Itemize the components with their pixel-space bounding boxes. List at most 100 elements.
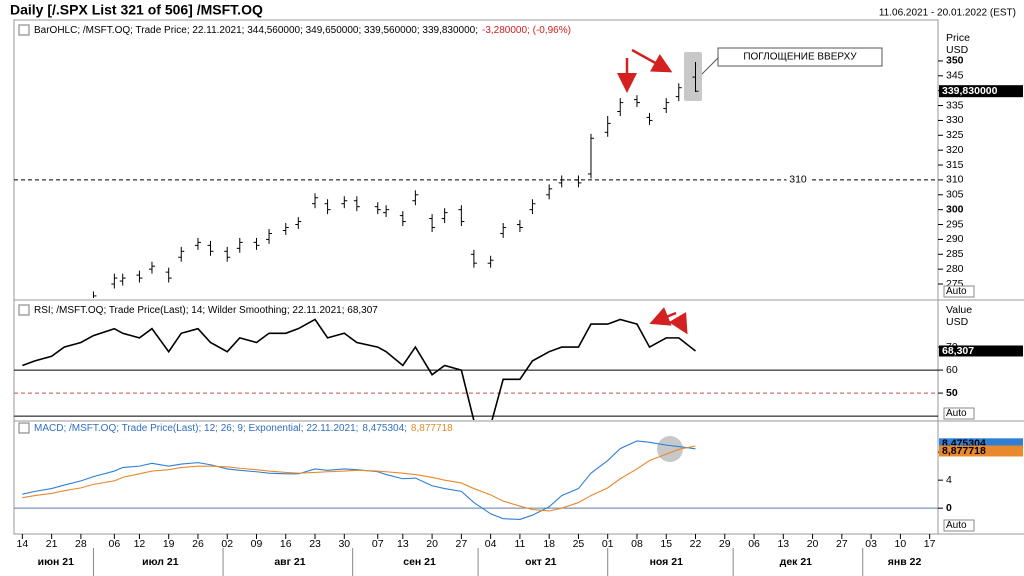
x-tick-label: 06 [109, 538, 121, 550]
month-label: окт 21 [525, 556, 557, 568]
series-line [22, 440, 696, 520]
last-value-box [939, 445, 1023, 457]
axis-unit: USD [946, 44, 969, 56]
legend-part: -3,280000; (-0,96%) [482, 25, 571, 36]
x-tick-label: 30 [338, 538, 350, 550]
x-tick-label: 01 [602, 538, 614, 550]
y-tick-label: 330 [946, 114, 964, 126]
legend-part: 8,877718 [411, 423, 453, 434]
month-label: июл 21 [142, 556, 179, 568]
plot-area [14, 61, 938, 298]
x-tick-label: 10 [895, 538, 907, 550]
y-tick-label: 315 [946, 159, 964, 171]
header-title: Daily [/.SPX List 321 of 506] /MSFT.OQ [10, 2, 263, 18]
x-tick-label: 06 [748, 538, 760, 550]
y-tick-label: 60 [946, 364, 958, 376]
x-tick-label: 17 [924, 538, 936, 550]
x-tick-label: 27 [456, 538, 468, 550]
last-value-box [939, 345, 1023, 357]
legend-part: MACD; /MSFT.OQ; Trade Price(Last); 12; 2… [34, 423, 358, 434]
y-tick-label: 350 [946, 55, 964, 67]
auto-button[interactable] [943, 407, 975, 420]
last-value-box [939, 85, 1023, 98]
y-tick-label: 300 [946, 203, 964, 215]
month-label: дек 21 [780, 556, 813, 568]
month-label: ноя 21 [650, 556, 684, 568]
x-tick-label: 18 [543, 538, 555, 550]
auto-button[interactable] [943, 285, 975, 298]
annotation: ПОГЛОЩЕНИЕ ВВЕРХУ [743, 52, 857, 63]
y-tick-label: 335 [946, 99, 964, 111]
reference-label: 310 [789, 174, 807, 186]
x-tick-label: 04 [485, 538, 497, 550]
x-tick-label: 08 [631, 538, 643, 550]
legend-part: 8,475304; [362, 423, 407, 434]
annotation-connector [701, 57, 719, 75]
y-tick-label: 310 [946, 174, 964, 186]
month-label: сен 21 [403, 556, 436, 568]
x-tick-label: 07 [372, 538, 384, 550]
x-tick-label: 23 [309, 538, 321, 550]
x-tick-label: 21 [46, 538, 58, 550]
y-tick-label: 50 [946, 387, 958, 399]
x-tick-label: 22 [690, 538, 702, 550]
plot-area [14, 318, 938, 420]
legend-icon [18, 24, 30, 36]
last-value-label: 8,877718 [942, 445, 986, 457]
x-tick-label: 09 [251, 538, 263, 550]
month-label: июн 21 [38, 556, 75, 568]
legend-part: RSI; /MSFT.OQ; Trade Price(Last); 14; Wi… [34, 305, 378, 316]
y-tick-label: 345 [946, 70, 964, 82]
last-value-label: 339,830000 [942, 85, 998, 97]
y-tick-label: 325 [946, 129, 964, 141]
month-label: янв 22 [888, 556, 922, 568]
axis-unit: USD [946, 316, 969, 328]
panel-legend: MACD; /MSFT.OQ; Trade Price(Last); 12; 2… [34, 423, 453, 434]
legend-part: BarOHLC; /MSFT.OQ; Trade Price; 22.11.20… [34, 25, 478, 36]
x-tick-label: 13 [777, 538, 789, 550]
x-tick-label: 11 [514, 538, 525, 550]
x-tick-label: 20 [807, 538, 819, 550]
highlight-box [684, 52, 702, 101]
legend-icon [18, 304, 30, 316]
panel-legend: BarOHLC; /MSFT.OQ; Trade Price; 22.11.20… [34, 25, 571, 36]
y-tick-label: 280 [946, 263, 964, 275]
annotation-box [717, 47, 883, 67]
auto-button[interactable] [943, 519, 975, 532]
plot-area [14, 440, 938, 520]
y-tick-label: 4 [946, 474, 952, 486]
x-tick-label: 02 [221, 538, 233, 550]
last-value-box [939, 438, 1023, 450]
x-tick-label: 28 [75, 538, 87, 550]
auto-label[interactable]: Auto [946, 408, 967, 419]
x-tick-label: 03 [865, 538, 877, 550]
auto-label[interactable]: Auto [946, 286, 967, 297]
arrow [668, 312, 688, 335]
x-tick-label: 15 [660, 538, 672, 550]
y-tick-label: 290 [946, 233, 964, 245]
x-tick-label: 14 [17, 538, 29, 550]
legend-icon [18, 422, 30, 434]
series-line [22, 445, 696, 512]
last-value-label: 68,307 [942, 345, 974, 357]
month-label: авг 21 [274, 556, 305, 568]
y-tick-label: 295 [946, 218, 964, 230]
y-tick-label: 285 [946, 248, 964, 260]
axis-title: Value [946, 304, 972, 316]
x-tick-label: 29 [719, 538, 731, 550]
axis-title: Price [946, 32, 970, 44]
arrow [631, 48, 673, 73]
auto-label[interactable]: Auto [946, 520, 967, 531]
x-tick-label: 26 [192, 538, 204, 550]
series-line [22, 318, 696, 420]
x-tick-label: 19 [163, 538, 175, 550]
x-tick-label: 12 [134, 538, 146, 550]
x-tick-label: 20 [426, 538, 438, 550]
header-range: 11.06.2021 - 20.01.2022 (EST) [879, 8, 1016, 19]
panel-legend: RSI; /MSFT.OQ; Trade Price(Last); 14; Wi… [34, 305, 378, 316]
y-tick-label: 305 [946, 189, 964, 201]
x-tick-label: 16 [280, 538, 292, 550]
x-tick-label: 25 [573, 538, 585, 550]
